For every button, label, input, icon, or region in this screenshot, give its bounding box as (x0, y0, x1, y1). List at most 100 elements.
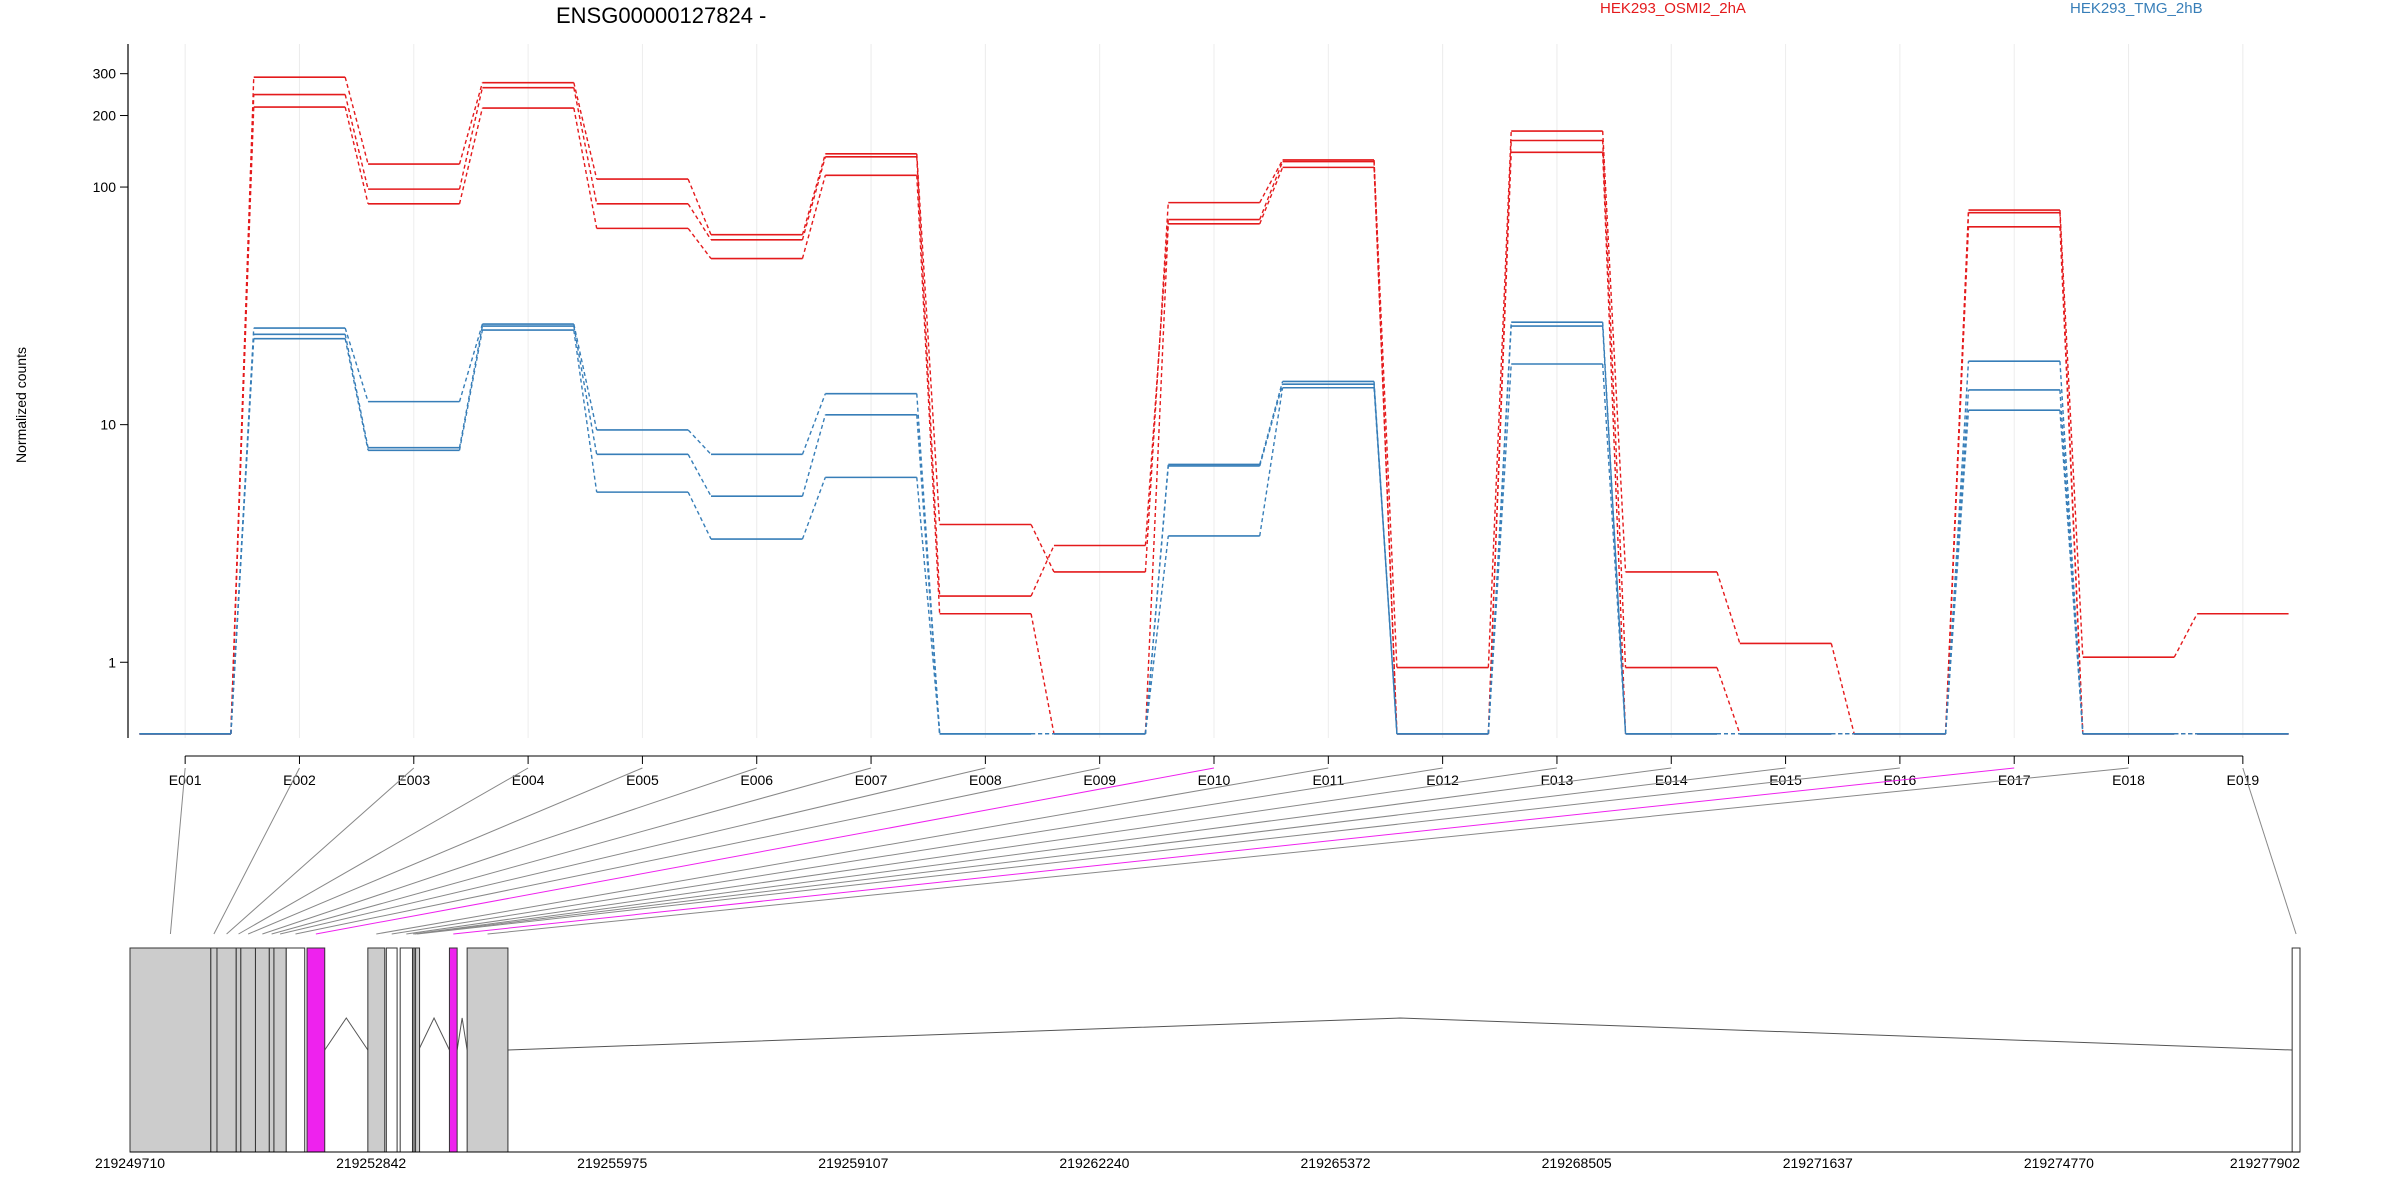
y-tick-label-100: 100 (93, 179, 117, 195)
series-2-connector-7 (916, 156, 941, 597)
x-tick-label-e009: E009 (1083, 772, 1116, 788)
series-2-connector-6 (801, 156, 827, 240)
x-tick-label-e004: E004 (512, 772, 545, 788)
connector-e013 (406, 767, 1558, 935)
connector-e004 (238, 767, 529, 935)
series-4-connector-16 (1944, 361, 1970, 734)
series-4-connector-5 (687, 429, 712, 455)
series-6-connector-4 (573, 330, 598, 493)
exon-box-e009 (285, 947, 306, 1153)
legend-label-tmg: HEK293_TMG_2hB (2070, 0, 2203, 17)
connector-e009 (295, 767, 1100, 935)
series-1-connector-14 (1716, 571, 1741, 644)
series-1-connector-5 (687, 178, 712, 235)
series-4-connector-7 (916, 393, 941, 734)
series-3-connector-2 (344, 106, 369, 204)
connector-e003 (226, 767, 415, 935)
series-4-connector-2 (344, 327, 369, 402)
y-tick-label-300: 300 (93, 66, 117, 82)
series-6 (139, 329, 2289, 735)
series-6-connector-1 (230, 338, 255, 734)
series-1-connector-4 (573, 82, 598, 180)
series-5-connector-7 (916, 414, 941, 734)
connector-e017 (453, 767, 2015, 935)
connector-e011 (376, 767, 1329, 935)
series-6-connector-17 (2059, 410, 2084, 734)
x-tick-label-e012: E012 (1426, 772, 1459, 788)
connector-e001 (169, 767, 186, 935)
x-tick-label-e008: E008 (969, 772, 1002, 788)
series-3-connector-9 (1144, 223, 1169, 734)
x-tick-label-e007: E007 (855, 772, 888, 788)
series-2-connector-9 (1144, 219, 1169, 546)
series-1-connector-15 (1830, 643, 1855, 734)
exon-box-e019 (2291, 947, 2301, 1153)
coordinate-tick-label-7: 219268505 (1542, 1155, 1612, 1171)
series-5-connector-9 (1144, 465, 1169, 734)
series-5-connector-13 (1601, 326, 1627, 734)
connector-e018 (487, 767, 2129, 935)
chart-title: ENSG00000127824 - (556, 3, 766, 28)
x-tick-label-e003: E003 (397, 772, 430, 788)
coordinate-tick-label-4: 219259107 (818, 1155, 888, 1171)
exon-box-e016 (415, 947, 421, 1153)
connector-e002 (213, 767, 300, 935)
series-lines (139, 76, 2289, 735)
y-axis-label: Normalized counts (13, 347, 29, 463)
exon-box-e017 (448, 947, 458, 1153)
series-1-connector-2 (344, 77, 369, 165)
connector-e005 (247, 767, 643, 935)
x-tick-label-e006: E006 (740, 772, 773, 788)
series-2-connector-2 (344, 94, 369, 190)
y-tick-label-10: 10 (100, 417, 116, 433)
series-5-connector-10 (1259, 384, 1284, 467)
x-tick-label-e002: E002 (283, 772, 316, 788)
connector-e008 (279, 767, 986, 935)
intron-e018-e019 (507, 1017, 2293, 1051)
x-tick-label-e019: E019 (2226, 772, 2259, 788)
series-2-connector-3 (458, 87, 484, 190)
series-3-connector-3 (458, 107, 484, 204)
y-tick-label-200: 200 (93, 108, 117, 124)
series-6-connector-3 (458, 329, 484, 451)
coordinate-tick-label-9: 219274770 (2024, 1155, 2094, 1171)
exon-box-e013 (399, 947, 413, 1153)
series-6-connector-5 (687, 491, 712, 540)
x-tick-label-e014: E014 (1655, 772, 1688, 788)
series-2-connector-13 (1601, 140, 1627, 668)
series-3-connector-11 (1373, 167, 1398, 734)
series-5-connector-12 (1487, 326, 1512, 734)
connector-e015 (414, 767, 1786, 935)
series-1-connector-13 (1601, 131, 1627, 572)
exon-box-e012 (385, 947, 398, 1153)
series-2-connector-8 (1030, 545, 1055, 597)
series-5-connector-2 (344, 334, 369, 448)
series-1-connector-18 (2173, 613, 2198, 658)
series-3-connector-10 (1259, 167, 1284, 225)
series-3-connector-17 (2059, 226, 2084, 734)
exon-box-e008 (273, 947, 287, 1153)
coordinate-tick-label-3: 219255975 (577, 1155, 647, 1171)
intron-e010-e011 (324, 1017, 369, 1051)
coordinate-tick-label-1: 219249710 (95, 1155, 165, 1171)
connector-e012 (391, 767, 1443, 935)
exon-box-e007 (268, 947, 275, 1153)
x-tick-label-e001: E001 (169, 772, 202, 788)
exon-box-e004 (235, 947, 242, 1153)
series-6-connector-13 (1601, 363, 1627, 734)
connector-e010 (315, 767, 1215, 935)
exon-box-e011 (367, 947, 386, 1153)
coordinate-tick-label-5: 219262240 (1059, 1155, 1129, 1171)
series-3-connector-12 (1487, 152, 1512, 734)
series-2-connector-14 (1716, 667, 1741, 735)
series-6-connector-7 (916, 477, 941, 734)
exon-box-e006 (254, 947, 270, 1153)
series-2-connector-4 (573, 87, 598, 204)
connector-e019 (2242, 767, 2297, 935)
coordinate-tick-label-8: 219271637 (1783, 1155, 1853, 1171)
series-5-connector-5 (687, 454, 712, 497)
series-2-connector-5 (687, 203, 712, 241)
coordinate-tick-label-6: 219265372 (1301, 1155, 1371, 1171)
x-tick-label-e015: E015 (1769, 772, 1802, 788)
